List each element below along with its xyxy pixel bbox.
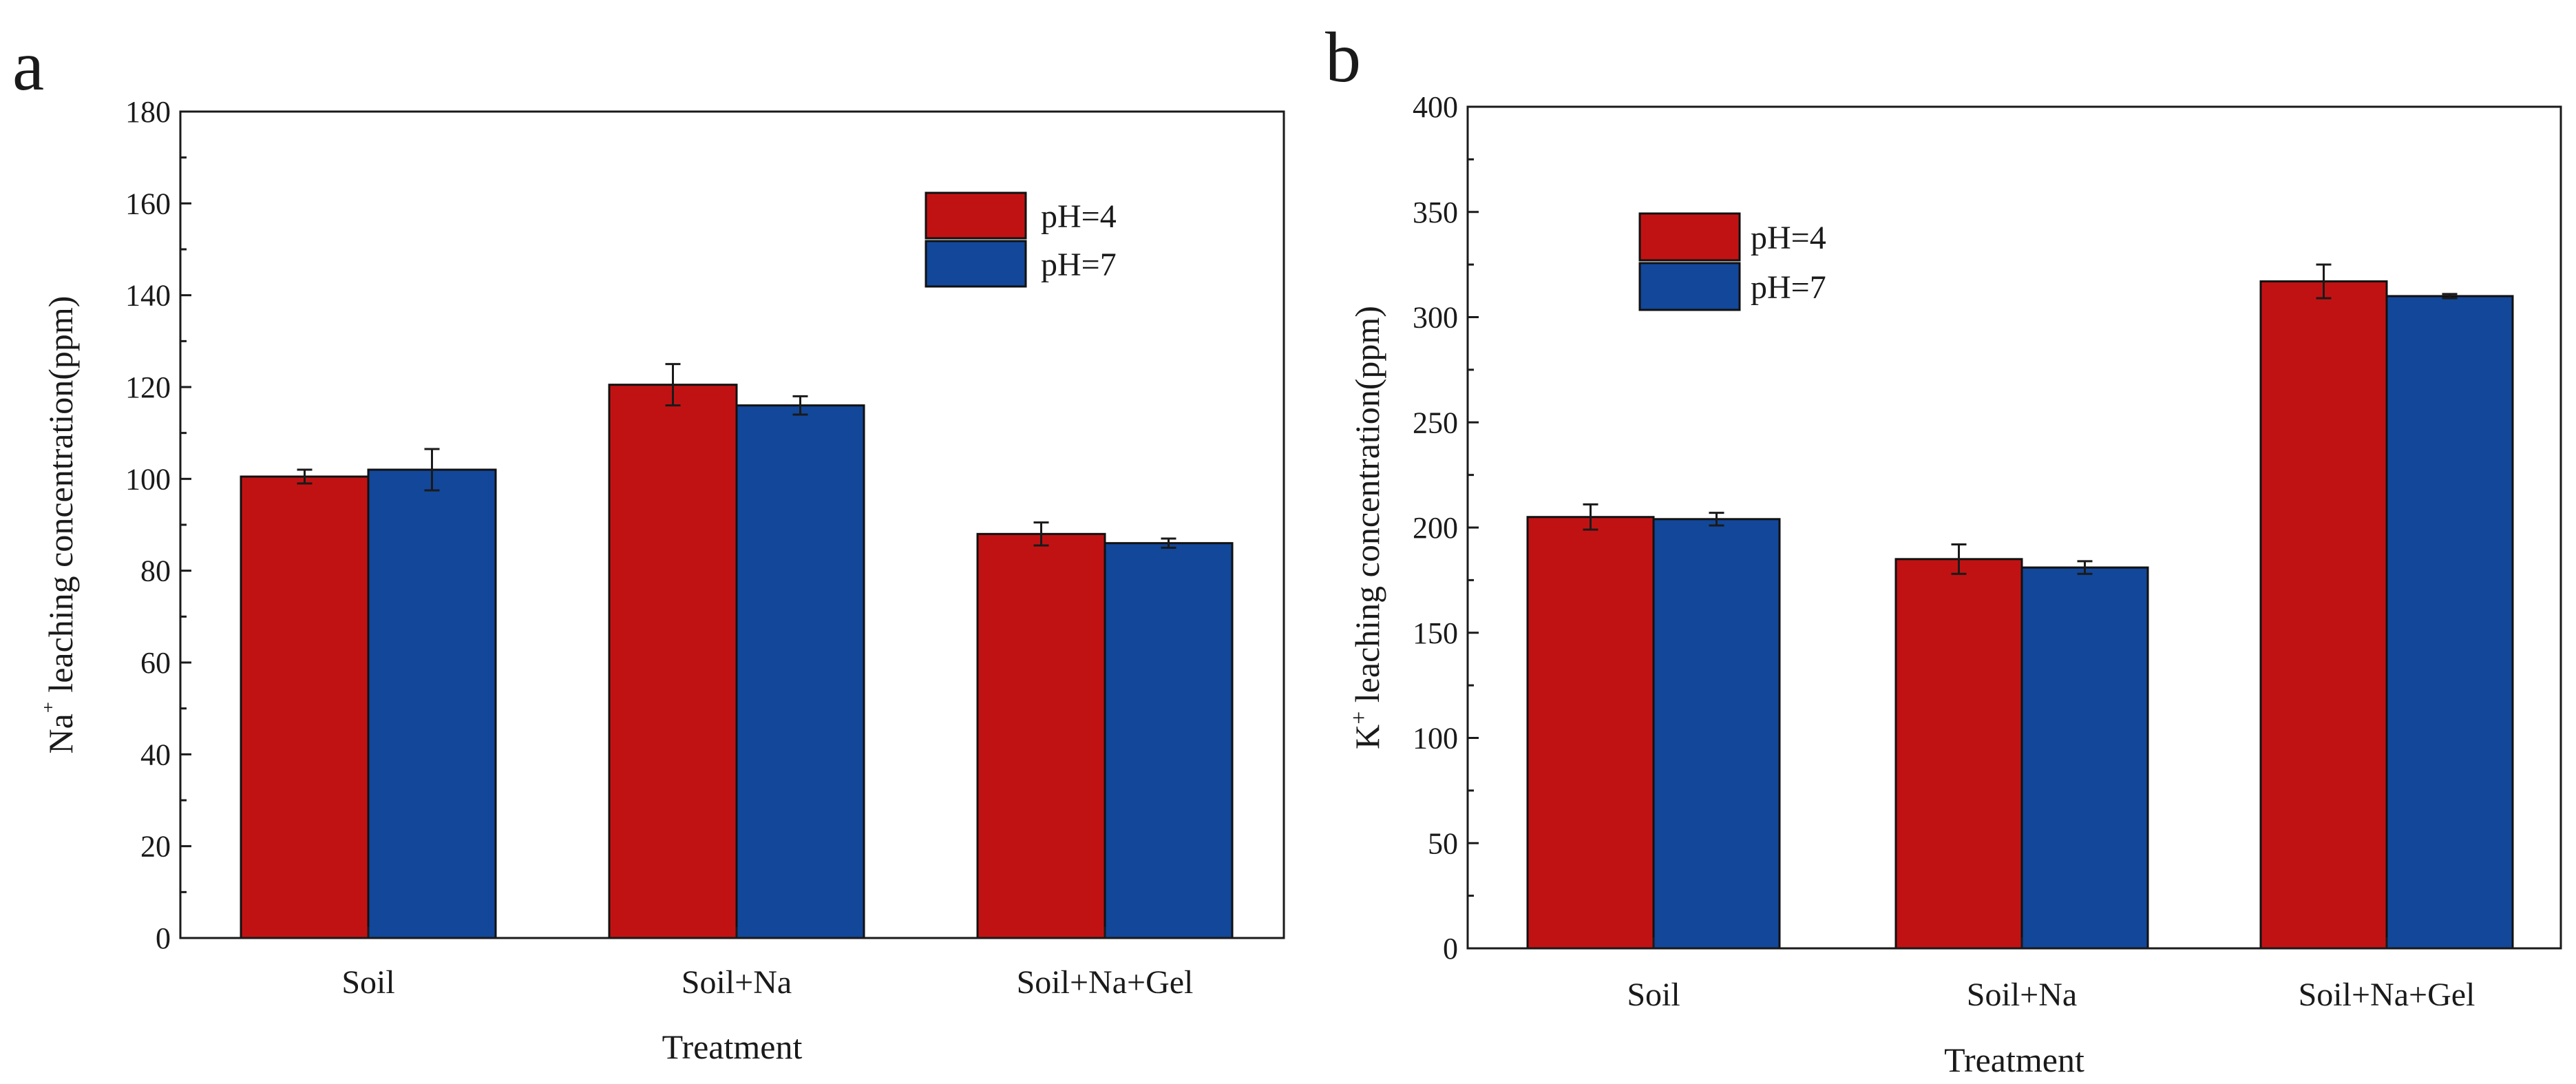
x-tick-label: Soil+Na [1967,977,2077,1013]
bar [735,404,865,939]
y-tick-label: 180 [125,95,171,129]
bar [367,468,497,939]
y-axis-title-rest: leaching concentration(ppm) [41,296,80,702]
y-tick-label: 140 [125,279,171,313]
error-bar [297,468,313,485]
error-bar [1583,503,1598,531]
y-axis-title-sup: + [1347,711,1372,725]
x-axis-title: Treatment [1944,1041,2084,1079]
bar [1894,558,2023,950]
y-axis-title-main: K [1348,725,1386,749]
y-tick-label: 100 [125,462,171,496]
legend-swatch [925,191,1027,240]
legend-swatch [1638,212,1741,262]
y-tick-label: 300 [1413,301,1458,335]
error-bar [424,448,440,492]
y-axis-title-main: Na [41,713,80,753]
legend-label: pH=7 [1751,269,1826,306]
error-bar [2077,560,2093,575]
legend: pH=4 pH=7 [925,191,1117,288]
bar [976,532,1106,939]
x-tick-label: Soil+Na+Gel [2299,977,2475,1013]
bar [2385,295,2514,950]
x-axis-title: Treatment [662,1028,803,1066]
error-bar [665,363,681,407]
legend-label: pH=7 [1041,247,1117,283]
y-tick-label: 250 [1413,406,1458,439]
panel-letter: b [1325,18,1361,97]
error-bar [1033,521,1049,547]
y-tick-label: 0 [1443,932,1458,966]
y-tick-label: 0 [156,921,171,955]
y-tick-label: 150 [1413,616,1458,650]
error-bar [792,395,808,416]
y-axis-title-rest: leaching concentration(ppm) [1348,306,1386,711]
y-tick-label: 60 [140,646,171,680]
legend-label: pH=4 [1751,220,1826,256]
x-tick-label: Soil+Na+Gel [1017,964,1194,1001]
x-tick-label: Soil+Na [682,964,792,1001]
error-bar [2442,293,2458,300]
legend-label: pH=4 [1041,198,1117,235]
legend: pH=4 pH=7 [1638,212,1826,311]
error-bar [1709,512,1724,527]
panel-a: a 0 20 40 60 80 100 120 140 160 180 Soil Soil+Na Soil… [12,26,1285,1066]
y-tick-label: 100 [1413,722,1458,755]
panel-letter: a [12,26,44,105]
error-bar [1951,543,1967,575]
x-tick-label: Soil [1627,977,1680,1013]
y-tick-label: 200 [1413,511,1458,545]
bar [240,475,370,939]
panel-b: b 0 50 100 150 200 250 300 350 400 Soil Soil+Na Soil… [1325,18,2562,1079]
y-axis-title: K+ leaching concentration(ppm) [1347,306,1386,749]
y-tick-label: 350 [1413,196,1458,229]
error-bar [1161,537,1176,549]
bar [608,384,738,939]
legend-swatch [1638,262,1741,311]
legend-swatch [925,240,1027,288]
x-tick-label: Soil [341,964,394,1001]
y-tick-label: 400 [1413,90,1458,124]
error-bar [2316,263,2332,300]
y-tick-label: 120 [125,371,171,404]
y-tick-label: 50 [1428,826,1458,860]
y-tick-label: 80 [140,554,171,588]
bar [2259,280,2388,950]
bar [1104,542,1234,939]
bar [1526,516,1655,950]
bar [2020,566,2149,950]
y-axis-title-sup: ⁺ [40,701,65,713]
y-tick-label: 160 [125,187,171,220]
bar [1652,518,1781,950]
y-tick-label: 20 [140,830,171,864]
y-axis-title: Na⁺ leaching concentration(ppm) [40,296,80,754]
y-tick-label: 40 [140,738,171,771]
